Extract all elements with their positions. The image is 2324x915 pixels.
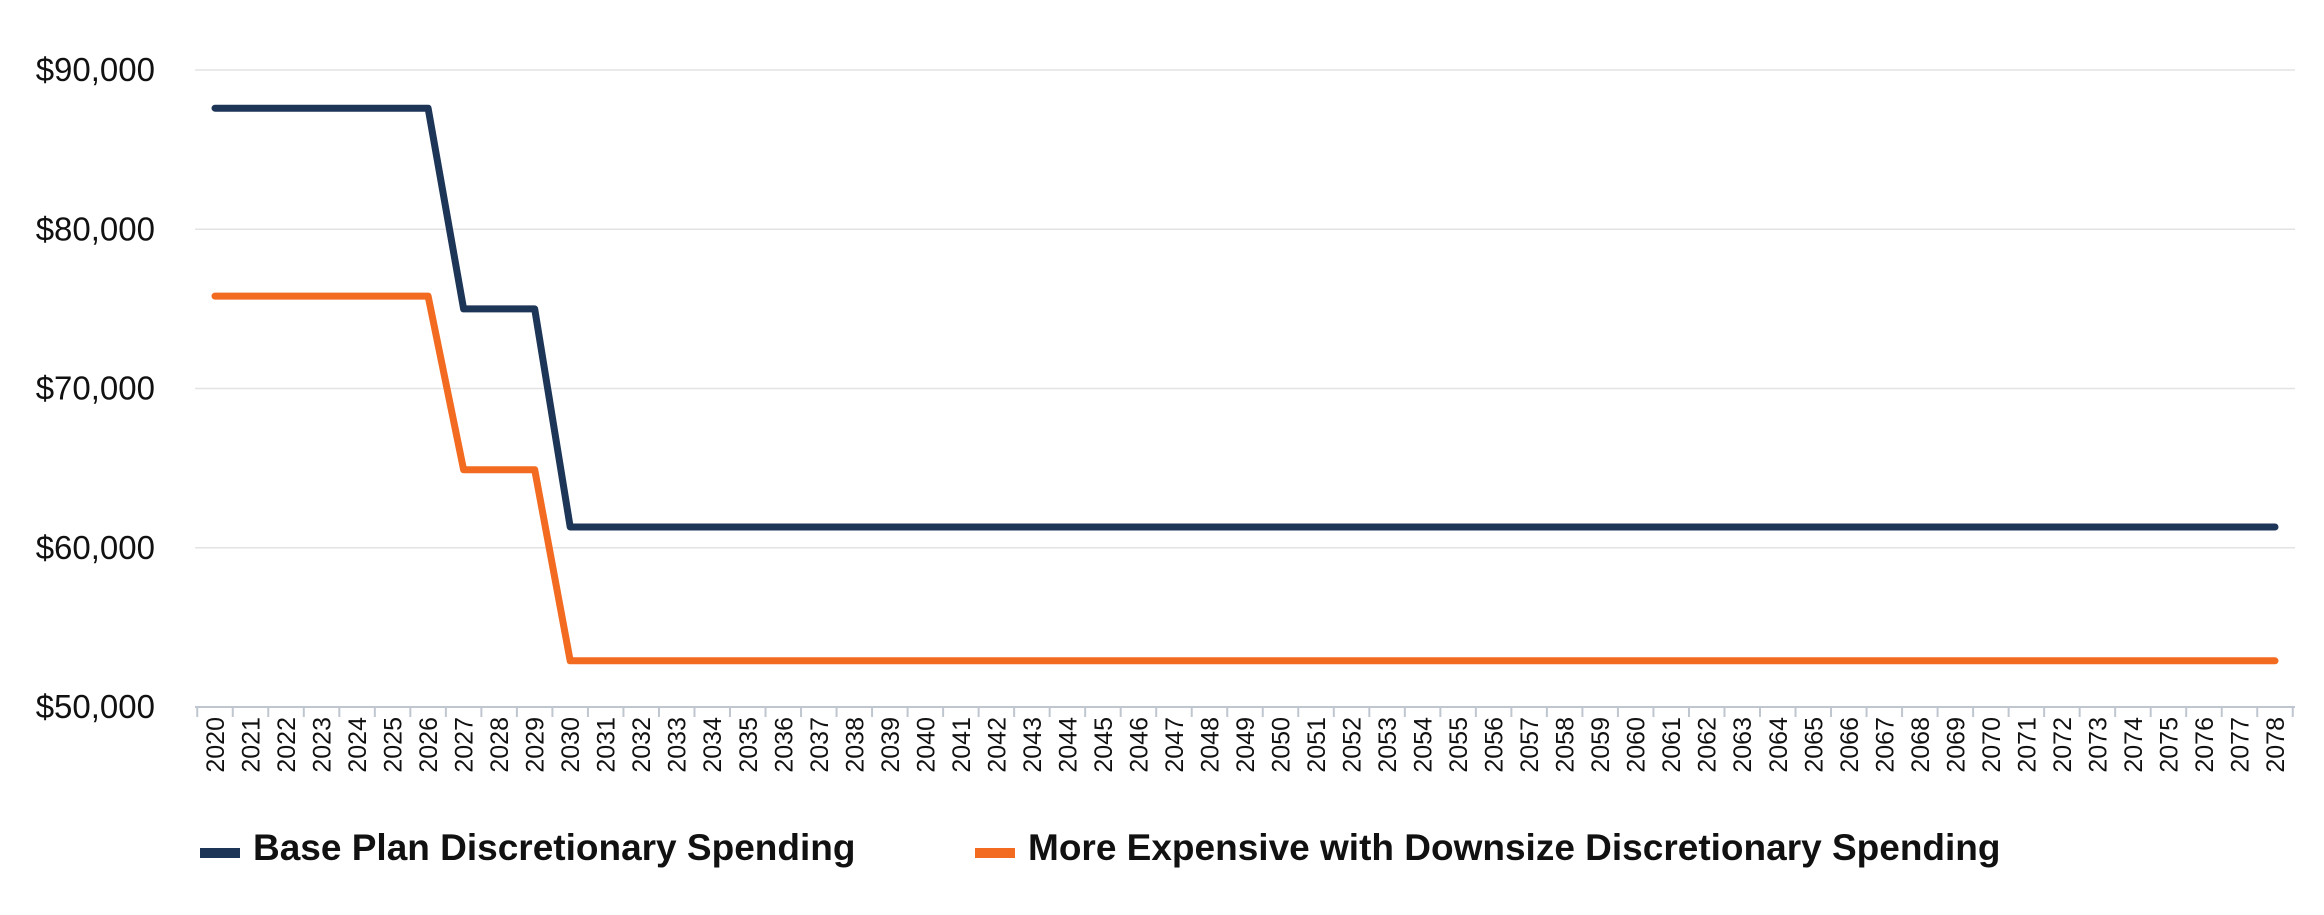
x-tick-label: 2035 xyxy=(735,717,763,773)
y-tick-label: $80,000 xyxy=(36,210,155,247)
x-tick-label: 2027 xyxy=(451,717,479,773)
x-axis: 2020 2021 2022 2023 2024 2025 2026 2027 2028 2029… xyxy=(195,706,2295,773)
x-tick-label: 2036 xyxy=(770,717,798,773)
x-tick-label: 2070 xyxy=(1978,717,2006,773)
x-tick-label: 2026 xyxy=(415,717,443,773)
x-tick-label: 2053 xyxy=(1374,717,1402,773)
x-tick-label: 2068 xyxy=(1907,717,1935,773)
x-tick-label: 2020 xyxy=(202,717,230,773)
x-tick-label: 2078 xyxy=(2262,717,2290,773)
x-tick-label: 2047 xyxy=(1161,717,1189,773)
x-tick-label: 2057 xyxy=(1516,717,1544,773)
x-tick-label: 2066 xyxy=(1836,717,1864,773)
legend-swatch-0 xyxy=(200,848,240,858)
legend-swatch-1 xyxy=(975,848,1015,858)
x-tick-label: 2040 xyxy=(912,717,940,773)
x-tick-label: 2022 xyxy=(273,717,301,773)
x-tick-label: 2045 xyxy=(1090,717,1118,773)
x-tick-label: 2034 xyxy=(699,717,727,773)
x-tick-label: 2067 xyxy=(1871,717,1899,773)
x-tick-label: 2048 xyxy=(1196,717,1224,773)
legend-label-0: Base Plan Discretionary Spending xyxy=(253,827,855,868)
legend-label-1: More Expensive with Downsize Discretiona… xyxy=(1028,827,2001,868)
x-tick-label: 2046 xyxy=(1125,717,1153,773)
y-tick-label: $90,000 xyxy=(36,51,155,88)
x-tick-label: 2041 xyxy=(948,717,976,773)
x-tick-label: 2031 xyxy=(593,717,621,773)
x-tick-label: 2061 xyxy=(1658,717,1686,773)
series-line-1 xyxy=(211,292,2279,665)
x-tick-label: 2073 xyxy=(2084,717,2112,773)
y-tick-label: $70,000 xyxy=(36,370,155,407)
x-tick-label: 2037 xyxy=(806,717,834,773)
x-tick-label: 2071 xyxy=(2013,717,2041,773)
x-tick-label: 2075 xyxy=(2155,717,2183,773)
x-tick-label: 2024 xyxy=(344,717,372,773)
x-tick-label: 2028 xyxy=(486,717,514,773)
y-axis: $50,000 $60,000 $70,000 $80,000 $90,000 xyxy=(36,51,155,725)
x-tick-label: 2052 xyxy=(1339,717,1367,773)
x-tick-label: 2051 xyxy=(1303,717,1331,773)
x-tick-label: 2032 xyxy=(628,717,656,773)
x-tick-label: 2042 xyxy=(983,717,1011,773)
x-tick-label: 2072 xyxy=(2049,717,2077,773)
x-tick-label: 2074 xyxy=(2120,717,2148,773)
x-tick-label: 2077 xyxy=(2226,717,2254,773)
x-tick-label: 2049 xyxy=(1232,717,1260,773)
x-tick-label: 2039 xyxy=(877,717,905,773)
series-lines xyxy=(211,104,2279,665)
x-tick-label: 2044 xyxy=(1054,717,1082,773)
x-tick-label: 2069 xyxy=(1942,717,1970,773)
x-tick-label: 2021 xyxy=(238,717,266,773)
x-tick-label: 2076 xyxy=(2191,717,2219,773)
series-line-0 xyxy=(211,104,2279,531)
x-tick-label: 2029 xyxy=(522,717,550,773)
x-tick-label: 2063 xyxy=(1729,717,1757,773)
x-tick-label: 2060 xyxy=(1623,717,1651,773)
x-tick-label: 2059 xyxy=(1587,717,1615,773)
x-tick-label: 2062 xyxy=(1694,717,1722,773)
x-tick-label: 2056 xyxy=(1481,717,1509,773)
x-tick-label: 2065 xyxy=(1800,717,1828,773)
x-tick-label: 2033 xyxy=(664,717,692,773)
legend: Base Plan Discretionary Spending More Exp… xyxy=(200,827,2001,868)
x-tick-label: 2050 xyxy=(1268,717,1296,773)
x-tick-label: 2023 xyxy=(309,717,337,773)
x-tick-label: 2055 xyxy=(1445,717,1473,773)
x-tick-label: 2064 xyxy=(1765,717,1793,773)
x-tick-label: 2025 xyxy=(380,717,408,773)
x-tick-label: 2038 xyxy=(841,717,869,773)
x-tick-label: 2043 xyxy=(1019,717,1047,773)
x-tick-label: 2054 xyxy=(1410,717,1438,773)
y-tick-label: $60,000 xyxy=(36,529,155,566)
x-tick-label: 2058 xyxy=(1552,717,1580,773)
x-tick-label: 2030 xyxy=(557,717,585,773)
y-tick-label: $50,000 xyxy=(36,688,155,725)
